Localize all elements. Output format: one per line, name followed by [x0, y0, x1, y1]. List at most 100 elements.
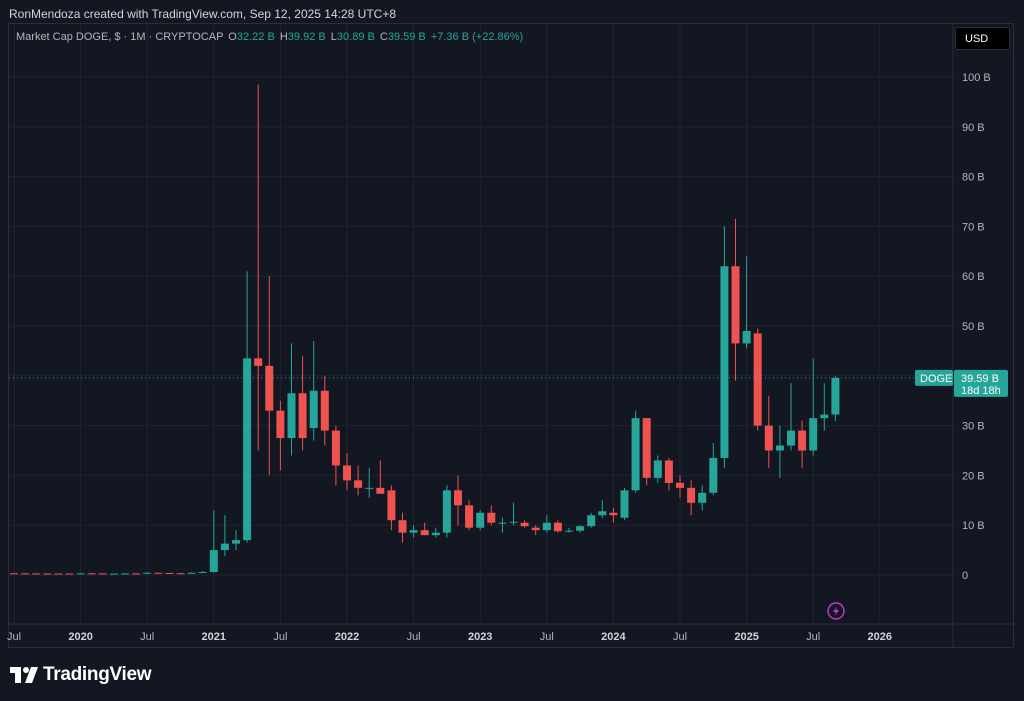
candle[interactable] [509, 502, 518, 526]
candle[interactable] [576, 525, 585, 533]
candle[interactable] [21, 573, 30, 575]
candle-body [809, 418, 818, 451]
candle[interactable] [376, 460, 385, 494]
candle-body [598, 511, 607, 516]
candle[interactable] [243, 271, 252, 543]
candle[interactable] [642, 418, 651, 486]
candle[interactable] [587, 512, 596, 528]
candle[interactable] [698, 485, 707, 511]
candle[interactable] [176, 573, 185, 575]
candle[interactable] [609, 507, 618, 523]
candle[interactable] [498, 517, 507, 533]
open-label: O [228, 31, 237, 43]
candle[interactable] [731, 218, 740, 381]
candle[interactable] [54, 573, 63, 575]
candle-body [565, 530, 573, 532]
candle[interactable] [531, 525, 540, 536]
candle[interactable] [598, 500, 607, 518]
candle[interactable] [320, 375, 329, 446]
candle[interactable] [764, 395, 773, 468]
candle[interactable] [487, 505, 496, 526]
candle[interactable] [687, 480, 696, 516]
candle-body [10, 573, 18, 575]
candle[interactable] [542, 515, 551, 533]
candle[interactable] [653, 455, 662, 483]
candle[interactable] [775, 425, 784, 478]
candle[interactable] [43, 573, 52, 575]
low-label: L [330, 31, 337, 43]
candle[interactable] [831, 376, 840, 422]
currency-button[interactable]: USD [955, 27, 1010, 50]
candle[interactable] [187, 572, 196, 574]
candle[interactable] [409, 525, 418, 538]
x-tick-label: Jul [7, 631, 21, 643]
x-tick-label: 2020 [68, 631, 92, 643]
candle[interactable] [354, 465, 363, 496]
candle-body [54, 573, 63, 575]
candle[interactable] [631, 410, 640, 493]
candle[interactable] [298, 355, 307, 451]
candle[interactable] [709, 443, 718, 496]
candle[interactable] [565, 527, 573, 533]
candle[interactable] [98, 573, 107, 575]
candle[interactable] [442, 485, 451, 538]
candle[interactable] [465, 500, 474, 531]
low-value: 30.89 B [336, 31, 375, 43]
candle[interactable] [720, 226, 729, 468]
candle[interactable] [620, 487, 629, 521]
candle[interactable] [287, 343, 296, 456]
candle[interactable] [309, 340, 318, 441]
candle[interactable] [220, 515, 229, 557]
y-tick-label: 90 B [962, 122, 985, 134]
x-tick-label: Jul [673, 631, 687, 643]
candle[interactable] [398, 512, 407, 543]
candle[interactable] [431, 527, 440, 538]
candle[interactable] [454, 475, 462, 526]
tradingview-logo[interactable]: TradingView [10, 664, 152, 686]
candle[interactable] [820, 383, 829, 431]
lightning-icon[interactable] [827, 602, 845, 620]
candle[interactable] [265, 276, 274, 476]
candle[interactable] [798, 420, 807, 468]
candle-body [154, 572, 163, 574]
candle[interactable] [254, 84, 263, 451]
candle[interactable] [331, 425, 340, 486]
high-label: H [279, 31, 288, 43]
candle[interactable] [209, 510, 218, 573]
candle[interactable] [65, 573, 74, 575]
candles [10, 84, 840, 575]
candle[interactable] [132, 573, 141, 575]
candle[interactable] [76, 573, 85, 575]
candle[interactable] [753, 328, 762, 431]
candle-body [265, 365, 274, 411]
candle[interactable] [742, 256, 751, 349]
candle[interactable] [32, 573, 41, 575]
candle[interactable] [154, 572, 163, 574]
candle[interactable] [143, 572, 152, 574]
candle[interactable] [121, 573, 129, 575]
candle[interactable] [87, 572, 96, 575]
candle[interactable] [520, 520, 529, 528]
x-tick-label: 2026 [868, 631, 892, 643]
candle-body [320, 390, 329, 431]
candle[interactable] [232, 530, 240, 551]
candle-body [498, 522, 507, 524]
candle[interactable] [165, 572, 174, 575]
candle-body [98, 573, 107, 575]
y-tick-label: 100 B [962, 72, 991, 84]
candle[interactable] [387, 485, 396, 531]
candle[interactable] [365, 467, 374, 498]
candle[interactable] [109, 573, 118, 575]
candle[interactable] [676, 475, 684, 498]
candle[interactable] [198, 571, 207, 574]
candle[interactable] [343, 452, 351, 491]
candle[interactable] [276, 400, 285, 471]
candle[interactable] [476, 510, 485, 531]
candle[interactable] [10, 573, 18, 575]
candle[interactable] [553, 520, 562, 533]
candle[interactable] [809, 358, 818, 456]
candle[interactable] [420, 522, 429, 536]
candle[interactable] [787, 383, 795, 451]
candle[interactable] [664, 457, 673, 491]
